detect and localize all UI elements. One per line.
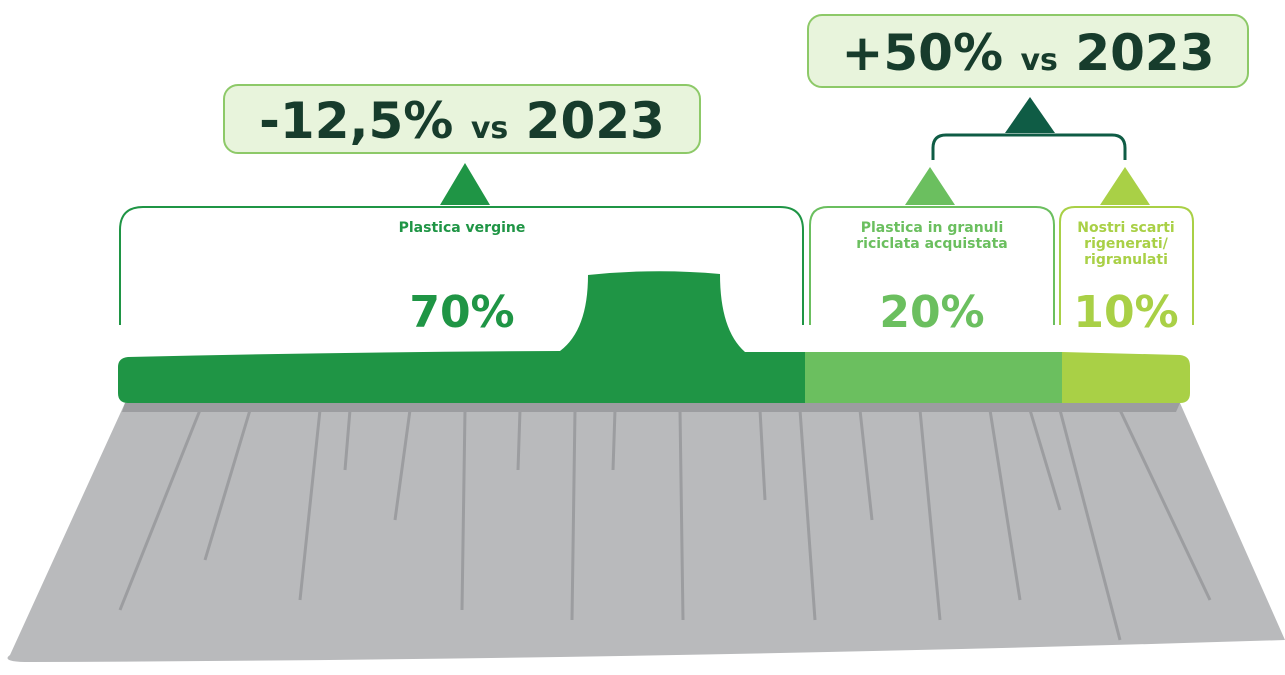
segment-label: Nostri scarti — [1077, 220, 1174, 236]
vs: vs — [1020, 43, 1057, 78]
callout: -12,5% vs 2023 — [259, 92, 665, 150]
segment-label: Plastica vergine — [399, 220, 526, 236]
segment-virgin — [118, 271, 805, 403]
bracket — [1059, 206, 1194, 325]
segment-recycled — [805, 352, 1062, 403]
pointer — [905, 167, 955, 205]
segment-label: rigenerati/ — [1084, 236, 1169, 252]
broom-bristles — [7, 403, 1285, 662]
pointer — [1005, 97, 1055, 133]
segment-label: Plastica in granuli — [861, 220, 1004, 236]
bracket — [119, 206, 804, 325]
pointer — [440, 163, 490, 205]
segment-label: rigranulati — [1084, 252, 1168, 268]
bracket — [809, 206, 1055, 325]
callout-box — [807, 14, 1249, 88]
callout-box — [223, 84, 701, 154]
bristles-top — [122, 403, 1180, 412]
callout: +50% vs 2023 — [841, 24, 1214, 82]
change: -12,5% — [259, 92, 453, 150]
bracket — [931, 133, 1127, 160]
vs: vs — [471, 111, 508, 146]
segment-share: 10% — [1073, 287, 1178, 338]
segment-regenerated — [1062, 352, 1190, 403]
bristle-streaks — [118, 409, 1212, 641]
segment-share: 70% — [409, 287, 514, 338]
change: +50% — [841, 24, 1003, 82]
pointer — [1100, 167, 1150, 205]
year: 2023 — [526, 92, 665, 150]
segment-label: riciclata acquistata — [856, 236, 1008, 252]
year: 2023 — [1075, 24, 1214, 82]
segment-share: 20% — [879, 287, 984, 338]
